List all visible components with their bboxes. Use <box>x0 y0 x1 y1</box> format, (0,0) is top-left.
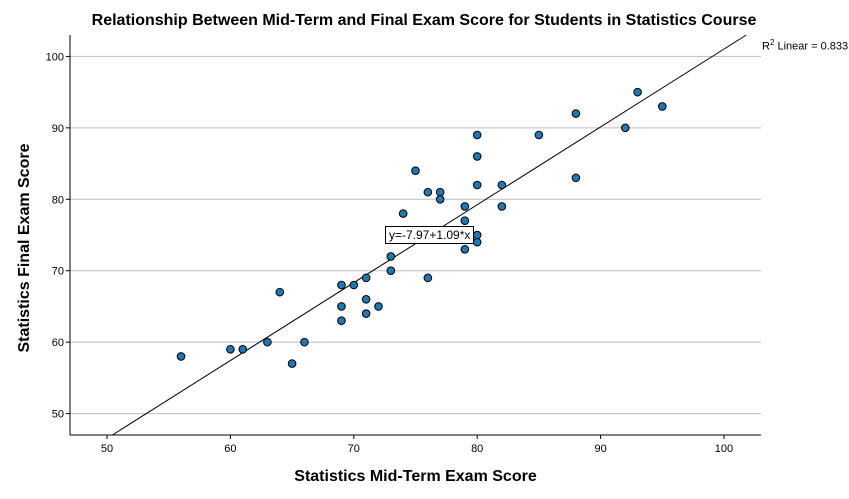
data-point <box>472 180 482 190</box>
data-point <box>497 180 507 190</box>
data-point <box>571 173 581 183</box>
r-squared-label: R2 Linear = 0.833 <box>762 38 848 53</box>
data-point <box>423 187 433 197</box>
data-point <box>497 202 507 211</box>
x-tick-label: 50 <box>101 443 113 455</box>
data-point <box>657 102 667 111</box>
data-point <box>349 280 359 290</box>
y-tick-label: 90 <box>52 123 64 135</box>
data-point <box>460 202 470 211</box>
data-point <box>620 123 630 133</box>
r2-value: Linear = 0.833 <box>774 40 849 53</box>
data-point <box>361 294 371 304</box>
data-point <box>386 252 396 261</box>
tick-labels: 50 60 70 80 90 100 50 60 70 80 90 100 <box>46 51 734 455</box>
y-tick-label: 60 <box>52 337 64 349</box>
r2-superscript: 2 <box>769 38 775 47</box>
y-tick-label: 100 <box>46 51 64 63</box>
axes <box>66 35 761 439</box>
data-point <box>435 187 445 197</box>
data-point <box>374 302 383 311</box>
data-point <box>361 309 371 318</box>
x-tick-label: 80 <box>471 443 483 455</box>
data-point <box>534 130 544 140</box>
data-point <box>460 244 470 254</box>
data-point <box>423 273 433 283</box>
r2-prefix: R <box>762 40 770 53</box>
data-point <box>472 152 482 161</box>
data-point <box>361 273 371 283</box>
chart-title: Relationship Between Mid-Term and Final … <box>91 12 757 29</box>
y-tick-label: 80 <box>52 194 64 206</box>
data-point <box>300 337 309 347</box>
data-point <box>176 352 186 361</box>
data-point <box>337 316 346 326</box>
data-point <box>411 166 420 176</box>
data-point <box>263 337 272 347</box>
data-point <box>472 230 482 240</box>
data-point <box>398 209 408 218</box>
data-point <box>571 109 581 118</box>
data-point <box>226 344 235 354</box>
y-tick-label: 70 <box>52 266 64 278</box>
data-point <box>275 287 285 297</box>
data-point <box>460 216 470 226</box>
data-point <box>386 266 396 276</box>
data-point <box>337 302 346 311</box>
data-point <box>472 130 482 140</box>
data-points <box>176 87 667 368</box>
data-point <box>238 344 248 354</box>
x-tick-label: 70 <box>348 443 360 455</box>
y-tick-label: 50 <box>52 409 64 421</box>
data-point <box>633 87 642 97</box>
data-point <box>287 359 297 368</box>
regression-equation: y=-7.97+1.09*x <box>385 226 475 244</box>
x-tick-label: 60 <box>224 443 236 455</box>
x-axis-label: Statistics Mid-Term Exam Score <box>294 468 537 485</box>
x-tick-label: 90 <box>594 443 606 455</box>
data-point <box>472 237 482 247</box>
data-point <box>337 280 346 290</box>
gridlines <box>70 55 761 415</box>
data-point <box>435 194 445 204</box>
y-axis-label: Statistics Final Exam Score <box>16 143 33 353</box>
x-tick-label: 100 <box>715 443 733 455</box>
